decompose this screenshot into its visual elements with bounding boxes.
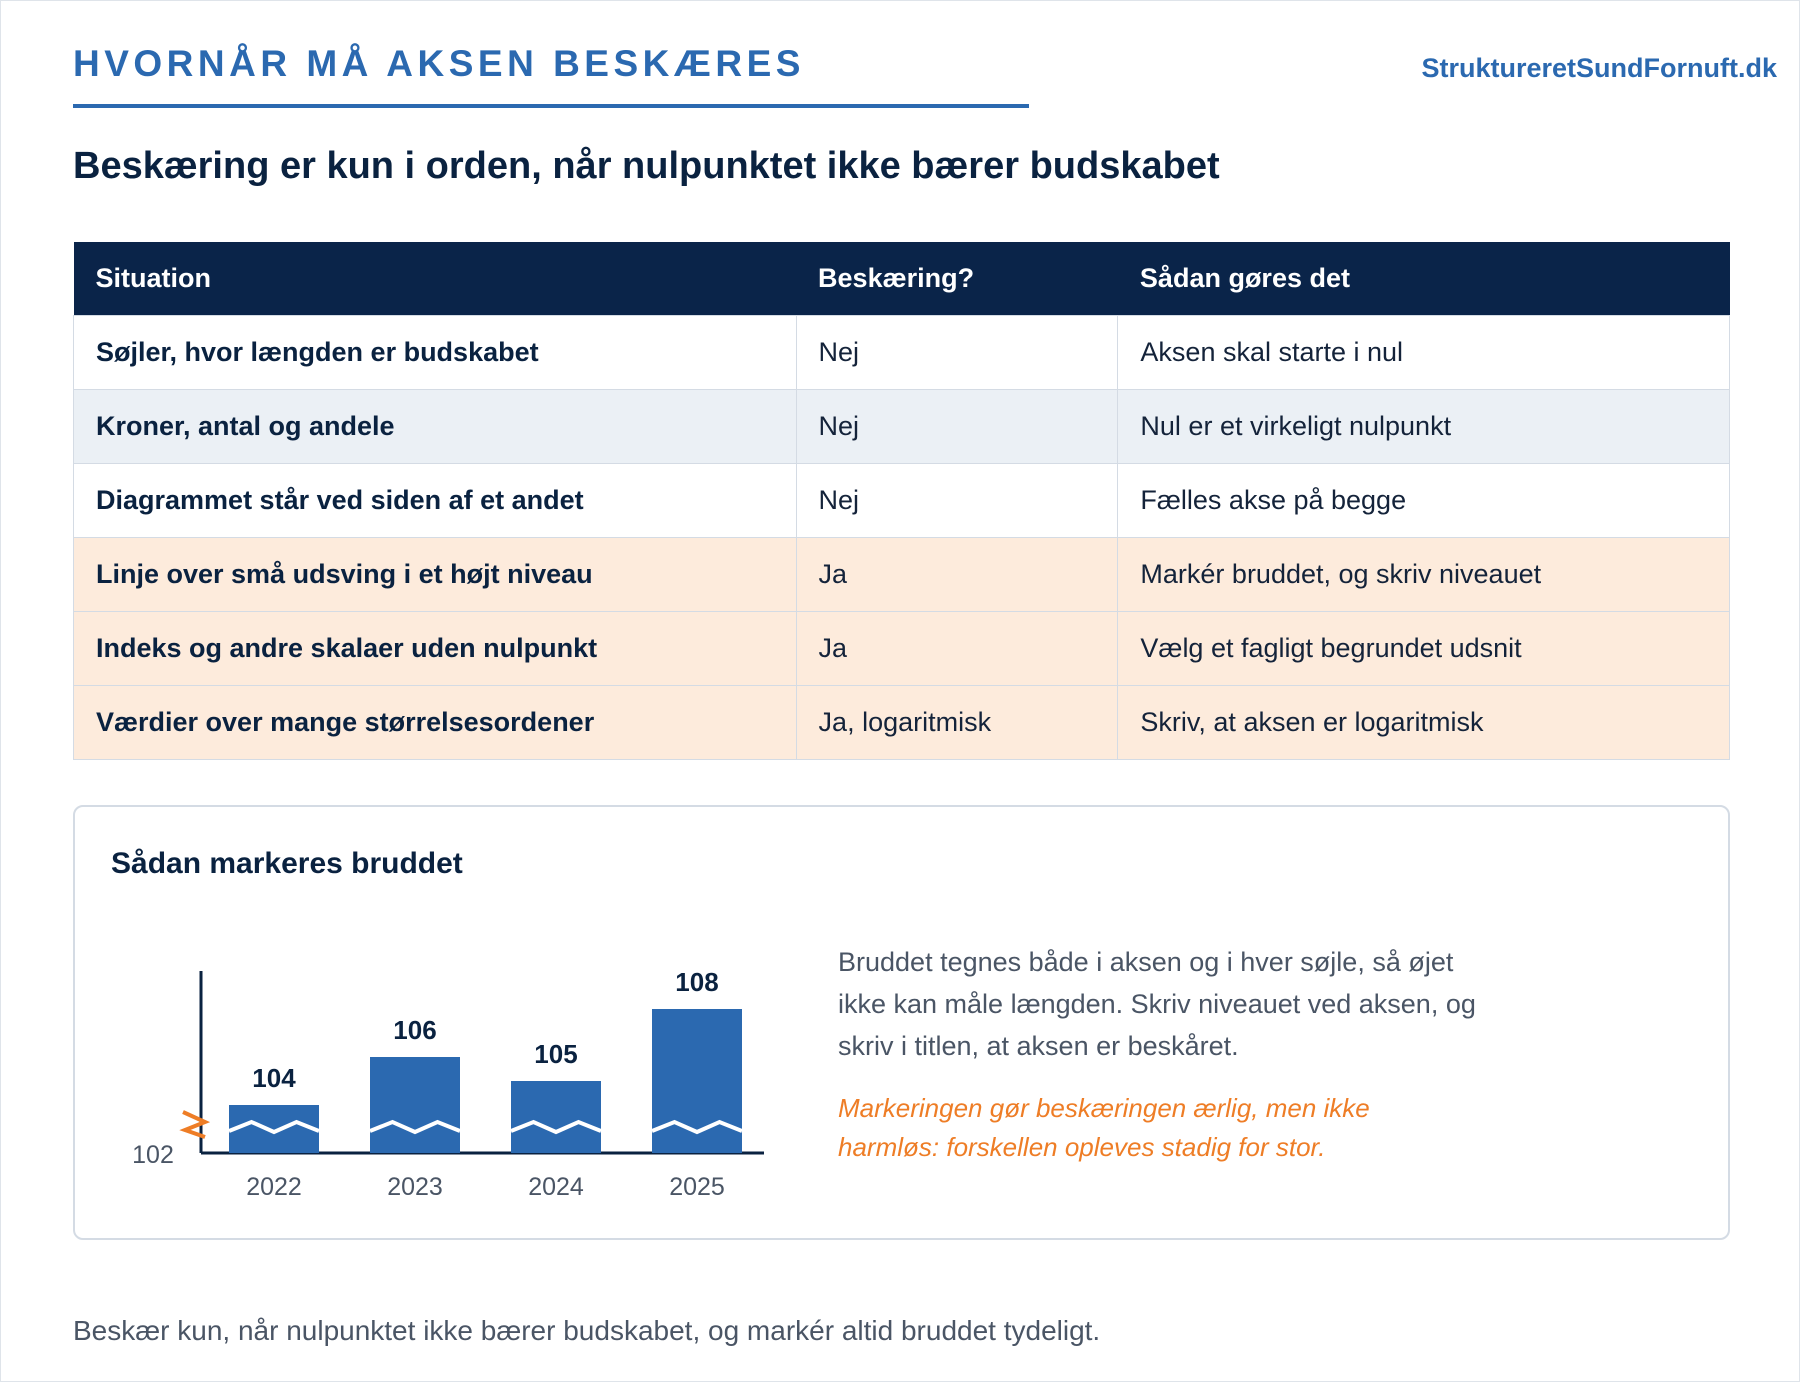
bar-break-2022 — [228, 1119, 320, 1135]
table-row: Linje over små udsving i et højt niveau … — [73, 536, 1730, 612]
warning-note: Markeringen gør beskæringen ærlig, men i… — [838, 1093, 1370, 1162]
how-cell: Aksen skal starte i nul — [1117, 314, 1730, 390]
situation-cell: Søjler, hvor længden er budskabet — [73, 314, 797, 390]
crop-cell: Ja — [795, 610, 1119, 686]
x-tick-label-2025: 2025 — [669, 1173, 725, 1201]
situation-cell: Indeks og andre skalaer uden nulpunkt — [73, 610, 797, 686]
situation-cell: Linje over små udsving i et højt niveau — [73, 536, 797, 612]
table-row: Værdier over mange størrelsesordener Ja,… — [73, 684, 1730, 760]
guidance-table: Situation Beskæring? Sådan gøres det Søj… — [73, 242, 1730, 760]
crop-cell: Ja, logaritmisk — [795, 684, 1119, 760]
break-example-card: Sådan markeres bruddet 102 104 2022 106 2023… — [73, 805, 1730, 1240]
crop-cell: Ja — [795, 536, 1119, 612]
crop-cell: Nej — [795, 314, 1119, 390]
axis-break-marker — [179, 1110, 211, 1139]
explanation-text: Bruddet tegnes både i aksen og i hver sø… — [838, 947, 1476, 1061]
footer-summary: Beskær kun, når nulpunktet ikke bærer bu… — [73, 1315, 1101, 1346]
table-row: Diagrammet står ved siden af et andet Ne… — [73, 462, 1730, 538]
situation-cell: Diagrammet står ved siden af et andet — [73, 462, 797, 538]
page-title: Beskæring er kun i orden, når nulpunktet… — [73, 145, 1220, 187]
bar-break-2024 — [510, 1119, 602, 1135]
crop-cell: Nej — [795, 462, 1119, 538]
bar-2022 — [229, 1105, 319, 1153]
data-label-2022: 104 — [252, 1063, 296, 1093]
data-label-2024: 105 — [534, 1039, 577, 1069]
card-title: Sådan markeres bruddet — [111, 847, 463, 880]
how-cell: Skriv, at aksen er logaritmisk — [1117, 684, 1730, 760]
situation-cell: Kroner, antal og andele — [73, 388, 797, 464]
how-cell: Nul er et virkeligt nulpunkt — [1117, 388, 1730, 464]
x-tick-label-2024: 2024 — [528, 1173, 584, 1201]
crop-cell: Nej — [795, 388, 1119, 464]
bar-2025 — [652, 1009, 742, 1153]
column-header-situation: Situation — [73, 242, 797, 315]
bar-2024 — [511, 1081, 601, 1153]
bar-2023 — [370, 1057, 460, 1153]
bar-break-2023 — [369, 1119, 461, 1135]
y-axis-base-label: 102 — [132, 1141, 174, 1169]
how-cell: Markér bruddet, og skriv niveauet — [1117, 536, 1730, 612]
column-header-crop: Beskæring? — [796, 242, 1118, 315]
column-header-how: Sådan gøres det — [1117, 242, 1730, 315]
data-label-2023: 106 — [393, 1015, 436, 1045]
brand-link[interactable]: StruktureretSundFornuft.dk — [1421, 53, 1778, 83]
kicker-underline — [73, 104, 1029, 108]
x-tick-label-2022: 2022 — [246, 1173, 302, 1201]
bar-break-2025 — [651, 1119, 743, 1135]
table-header-row: Situation Beskæring? Sådan gøres det — [73, 242, 1730, 315]
broken-axis-bar-chart: 102 104 2022 106 2023 105 2024 108 2025 — [132, 967, 764, 1201]
table-row: Søjler, hvor længden er budskabet Nej Ak… — [73, 314, 1730, 390]
x-tick-label-2023: 2023 — [387, 1173, 443, 1201]
table-row: Kroner, antal og andele Nej Nul er et vi… — [73, 388, 1730, 464]
how-cell: Vælg et fagligt begrundet udsnit — [1117, 610, 1730, 686]
situation-cell: Værdier over mange størrelsesordener — [73, 684, 797, 760]
how-cell: Fælles akse på begge — [1117, 462, 1730, 538]
section-kicker: HVORNÅR MÅ AKSEN BESKÆRES — [73, 43, 805, 84]
table-row: Indeks og andre skalaer uden nulpunkt Ja… — [73, 610, 1730, 686]
data-label-2025: 108 — [675, 967, 718, 997]
